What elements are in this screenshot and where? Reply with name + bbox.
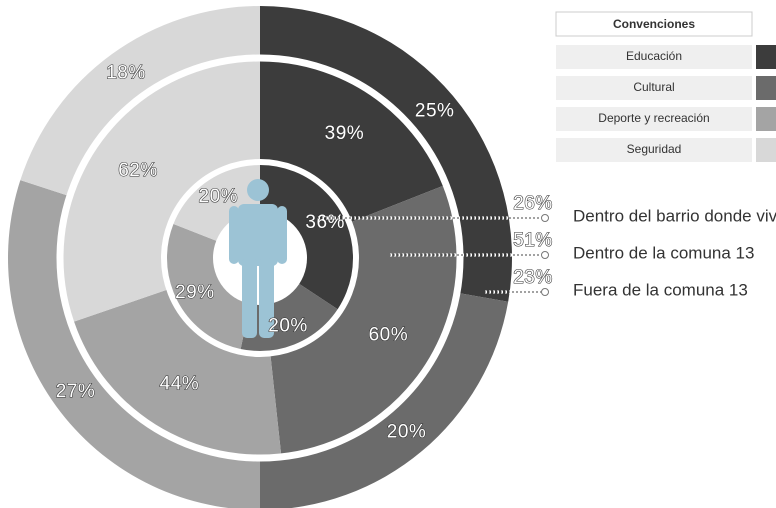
legend-label-box — [556, 138, 752, 162]
ring-share: 51% — [513, 230, 553, 251]
legend-swatch — [756, 45, 776, 69]
ring-share: 26% — [513, 193, 553, 214]
legend-swatch — [756, 107, 776, 131]
ring-separator — [161, 159, 359, 357]
legend-swatch — [756, 138, 776, 162]
ring-segment — [70, 289, 282, 458]
legend-title: Convenciones — [613, 17, 695, 31]
legend-label-box — [556, 107, 752, 131]
ring-segment — [260, 162, 356, 311]
value-label: 25% — [415, 100, 455, 121]
value-label: 20% — [268, 315, 308, 336]
value-label: 27% — [56, 381, 96, 402]
ring-name: Dentro del barrio donde vivo — [573, 206, 776, 225]
value-label: 20% — [199, 186, 239, 207]
ring-segment — [60, 58, 260, 323]
legend-label-box — [556, 76, 752, 100]
leader-dot — [541, 214, 549, 222]
ring-name: Fuera de la comuna 13 — [573, 280, 748, 299]
legend-swatch — [756, 76, 776, 100]
value-label: 60% — [369, 325, 409, 346]
leader-dot — [541, 251, 549, 259]
legend-label: Deporte y recreación — [598, 111, 709, 125]
value-label: 29% — [175, 282, 215, 303]
legend-header-box — [555, 11, 753, 37]
ring-segment — [260, 6, 512, 302]
ring-share: 23% — [513, 267, 553, 288]
ring-name: Dentro de la comuna 13 — [573, 243, 754, 262]
ring-segment — [260, 58, 447, 223]
rings — [8, 6, 512, 508]
ring-separator — [56, 54, 464, 462]
ring-segment — [8, 180, 260, 508]
ring-segment — [270, 184, 460, 457]
legend-label: Seguridad — [627, 142, 682, 156]
ring-segment — [260, 292, 509, 508]
value-label: 39% — [325, 123, 365, 144]
value-label: 44% — [160, 374, 200, 395]
value-label: 20% — [387, 422, 427, 443]
ring-segment — [170, 162, 260, 242]
value-label: 36% — [305, 212, 345, 233]
value-label: 62% — [118, 160, 158, 181]
legend-label-box — [556, 45, 752, 69]
leader-dot — [541, 288, 549, 296]
legend-label: Cultural — [633, 80, 674, 94]
ring-segment — [20, 6, 261, 197]
legend-label: Educación — [626, 49, 682, 63]
value-label: 18% — [106, 63, 146, 84]
ring-segment — [164, 222, 251, 352]
person-icon — [229, 179, 287, 338]
